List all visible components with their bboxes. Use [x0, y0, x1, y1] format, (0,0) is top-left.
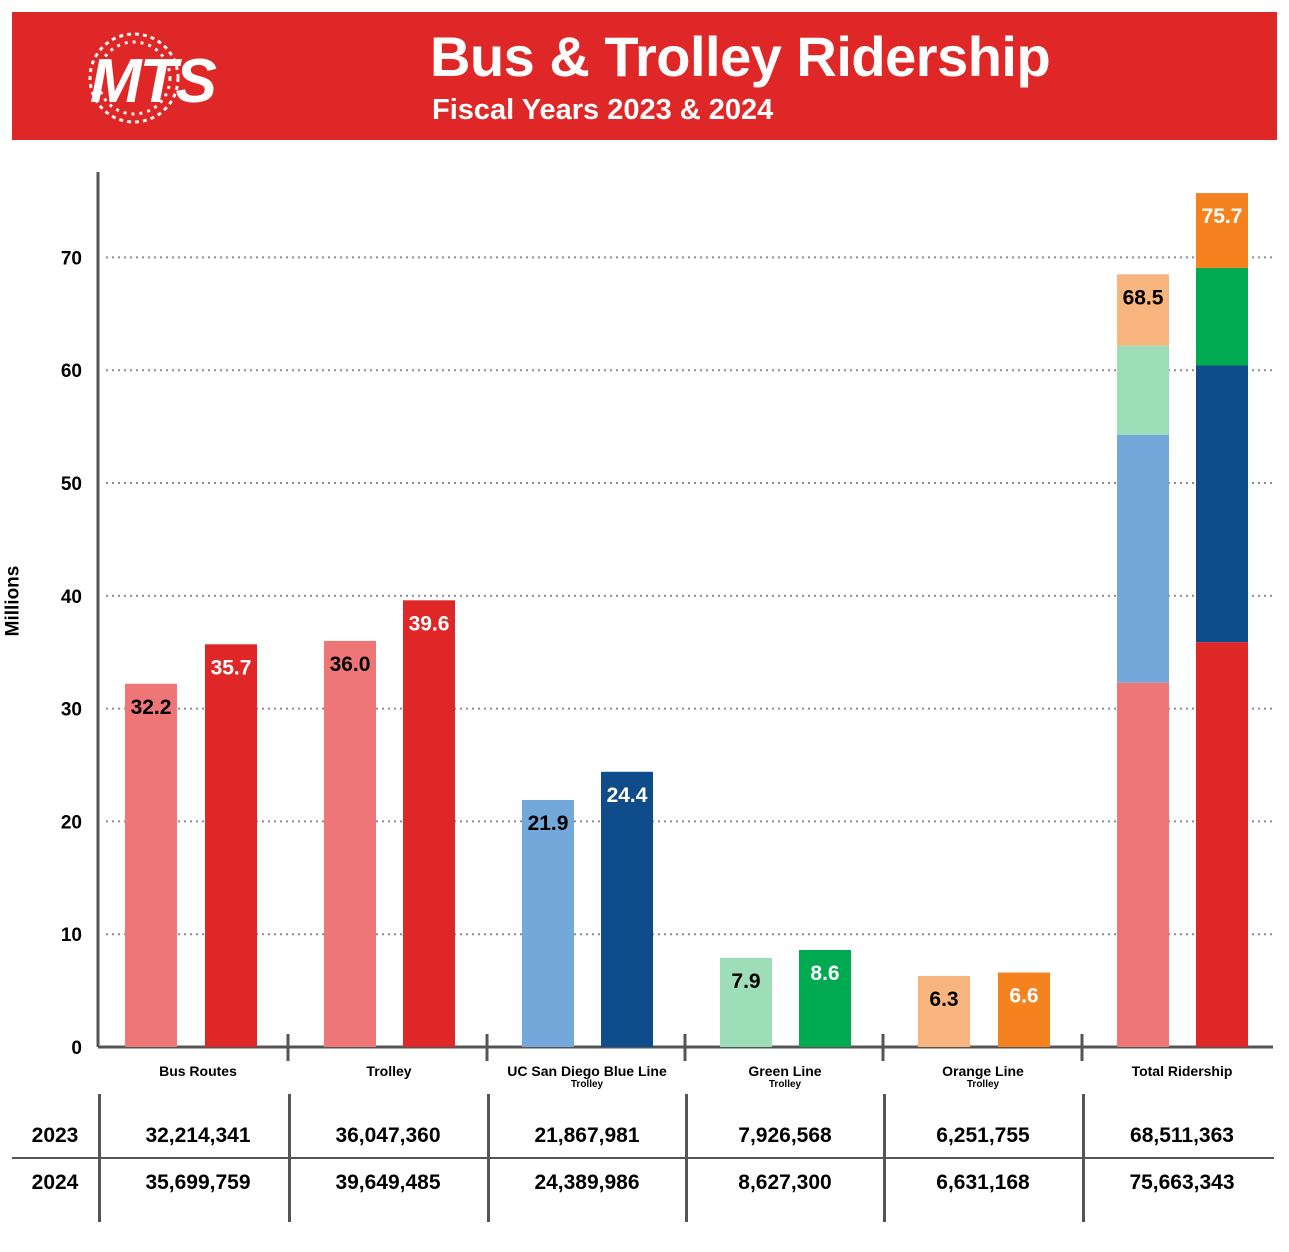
y-tick-label: 40	[61, 587, 82, 608]
bar-value-label-2024: 35.7	[211, 656, 252, 679]
category-label-total: Total Ridership	[1087, 1063, 1277, 1079]
page-title: Bus & Trolley Ridership	[430, 25, 1051, 88]
table-cell: 21,867,981	[534, 1124, 640, 1147]
category-name: Orange Line	[942, 1063, 1024, 1079]
bar-value-label-2024: 8.6	[810, 962, 839, 985]
y-tick-label: 0	[71, 1038, 82, 1059]
bar-value-label-2023: 36.0	[330, 653, 371, 676]
bar-2023	[918, 975, 970, 1047]
bar-value-label-2023: 32.2	[131, 696, 172, 719]
stack-segment-2024	[1196, 365, 1248, 643]
category-name: Trolley	[366, 1063, 412, 1079]
stack-segment-2023	[1117, 682, 1169, 1047]
bar-value-label-2023: 7.9	[731, 970, 760, 993]
stack-segment-2023	[1117, 345, 1169, 435]
bar-value-label-2023: 6.3	[929, 988, 958, 1011]
bar-2023	[720, 957, 772, 1047]
table-cell: 75,663,343	[1129, 1171, 1235, 1194]
category-sublabel: Trolley	[768, 1079, 802, 1090]
table-cell: 36,047,360	[335, 1124, 441, 1147]
bar-2024	[799, 949, 851, 1047]
category-sublabel: Trolley	[570, 1079, 604, 1090]
y-tick-label: 30	[61, 700, 82, 721]
table-year: 2024	[31, 1171, 79, 1194]
category-name: Bus Routes	[159, 1063, 237, 1079]
bar-2023	[522, 799, 574, 1047]
category-name: Green Line	[748, 1063, 822, 1079]
category-name: UC San Diego Blue Line	[507, 1063, 667, 1079]
bar-value-label-2024: 24.4	[607, 784, 648, 807]
table-cell: 7,926,568	[738, 1124, 832, 1147]
y-tick-label: 10	[61, 925, 82, 946]
table-cell: 35,699,759	[145, 1171, 251, 1194]
ridership-chart: 0 10 20 30 40 50 60 70 32.2 35.7 36.0 39.6 21.9 24.4 7…	[61, 172, 1273, 1061]
table-cell: 24,389,986	[534, 1171, 640, 1194]
total-value-label-2024: 75.7	[1202, 205, 1243, 228]
stack-segment-2023	[1117, 434, 1169, 683]
bar-2024	[601, 771, 653, 1047]
category-label-trolley: Trolley	[294, 1063, 484, 1079]
page-subtitle: Fiscal Years 2023 & 2024	[432, 94, 774, 126]
table-cell: 68,511,363	[1130, 1124, 1234, 1147]
mts-logo: MTS	[88, 32, 219, 124]
stack-segment-2024	[1196, 193, 1248, 268]
y-tick-label: 70	[61, 248, 82, 269]
table-cell: 32,214,341	[145, 1124, 251, 1147]
stack-segment-2024	[1196, 267, 1248, 366]
table-year: 2023	[31, 1124, 79, 1147]
y-tick-label: 20	[61, 812, 82, 833]
category-label-green-line: Green Line Trolley	[690, 1063, 880, 1091]
logo-text: MTS	[90, 47, 217, 116]
table-cell: 6,251,755	[936, 1124, 1030, 1147]
table-cell: 8,627,300	[738, 1171, 832, 1194]
y-tick-label: 50	[61, 474, 82, 495]
stack-segment-2024	[1196, 642, 1248, 1047]
bar-2024	[205, 644, 257, 1047]
header-banner: MTS Bus & Trolley Ridership Fiscal Years…	[12, 12, 1277, 140]
bar-value-label-2024: 6.6	[1009, 985, 1038, 1008]
category-label-bus-routes: Bus Routes	[103, 1063, 293, 1079]
bar-value-label-2023: 21.9	[528, 812, 569, 835]
table-row-divider	[12, 1157, 1274, 1159]
bar-value-label-2024: 39.6	[409, 612, 450, 635]
total-value-label-2023: 68.5	[1123, 286, 1164, 309]
category-label-blue-line: UC San Diego Blue Line Trolley	[492, 1063, 682, 1091]
y-tick-label: 60	[61, 361, 82, 382]
bar-2023	[324, 640, 376, 1047]
stack-segment-2023	[1117, 274, 1169, 346]
bar-2024	[998, 972, 1050, 1047]
bar-2024	[403, 600, 455, 1047]
y-axis-label-wrap: Millions	[2, 560, 48, 650]
bar-2023	[125, 683, 177, 1047]
category-name: Total Ridership	[1131, 1063, 1233, 1079]
y-axis-label: Millions	[2, 565, 24, 637]
category-sublabel: Trolley	[966, 1079, 1000, 1090]
category-label-orange-line: Orange Line Trolley	[888, 1063, 1078, 1091]
table-cell: 6,631,168	[936, 1171, 1030, 1194]
table-cell: 39,649,485	[335, 1171, 441, 1194]
